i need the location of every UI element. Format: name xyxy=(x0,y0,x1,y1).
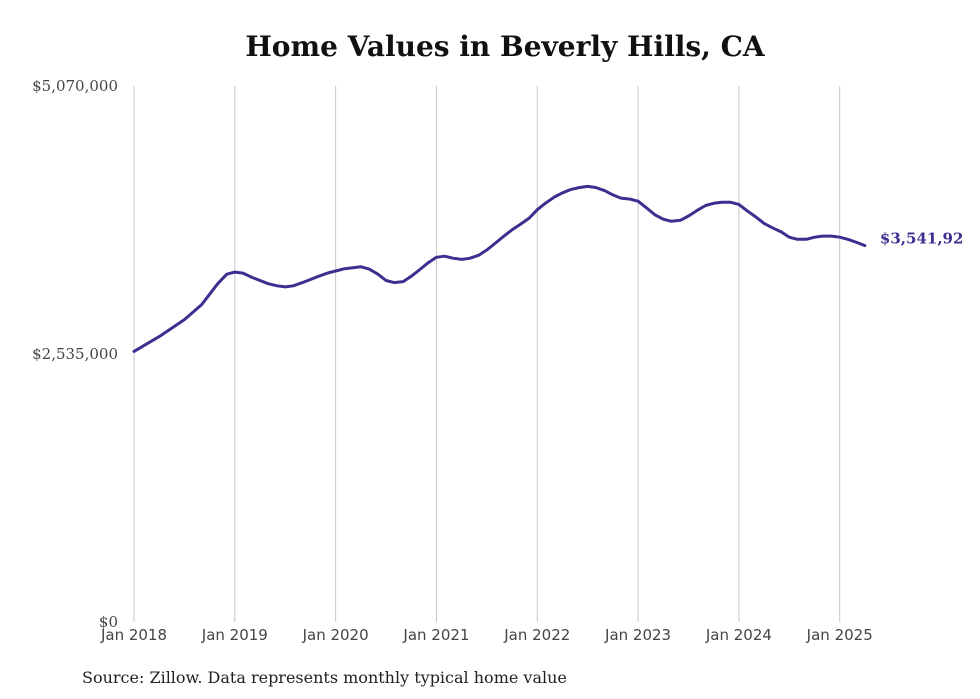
chart-title: Home Values in Beverly Hills, CA xyxy=(245,30,765,63)
grid-layer xyxy=(133,86,841,622)
x-tick-label: Jan 2025 xyxy=(806,626,873,644)
y-axis-ticks: $0 $2,535,000 $5,070,000 xyxy=(32,77,118,631)
x-tick-label: Jan 2020 xyxy=(302,626,369,644)
x-axis-ticks: Jan 2018 Jan 2019 Jan 2020 Jan 2021 Jan 2022… xyxy=(100,626,873,644)
x-tick-label: Jan 2022 xyxy=(503,626,570,644)
x-tick-label: Jan 2024 xyxy=(705,626,772,644)
source-note: Source: Zillow. Data represents monthly … xyxy=(82,668,567,687)
y-tick-label: $5,070,000 xyxy=(32,77,118,95)
y-tick-label: $2,535,000 xyxy=(32,345,118,363)
x-tick-label: Jan 2023 xyxy=(604,626,671,644)
end-value-label: $3,541,92 xyxy=(880,230,964,248)
series-layer xyxy=(132,184,867,353)
series-line xyxy=(132,184,867,353)
end-value-label-layer: $3,541,92 xyxy=(880,230,964,248)
y-tick-label: $0 xyxy=(99,613,118,631)
x-tick-label: Jan 2021 xyxy=(402,626,469,644)
x-tick-label: Jan 2019 xyxy=(201,626,268,644)
x-tick-label: Jan 2018 xyxy=(100,626,167,644)
line-chart: $0$2,535,000$5,070,000 Jan 2018 Jan 2019 J… xyxy=(32,77,964,644)
